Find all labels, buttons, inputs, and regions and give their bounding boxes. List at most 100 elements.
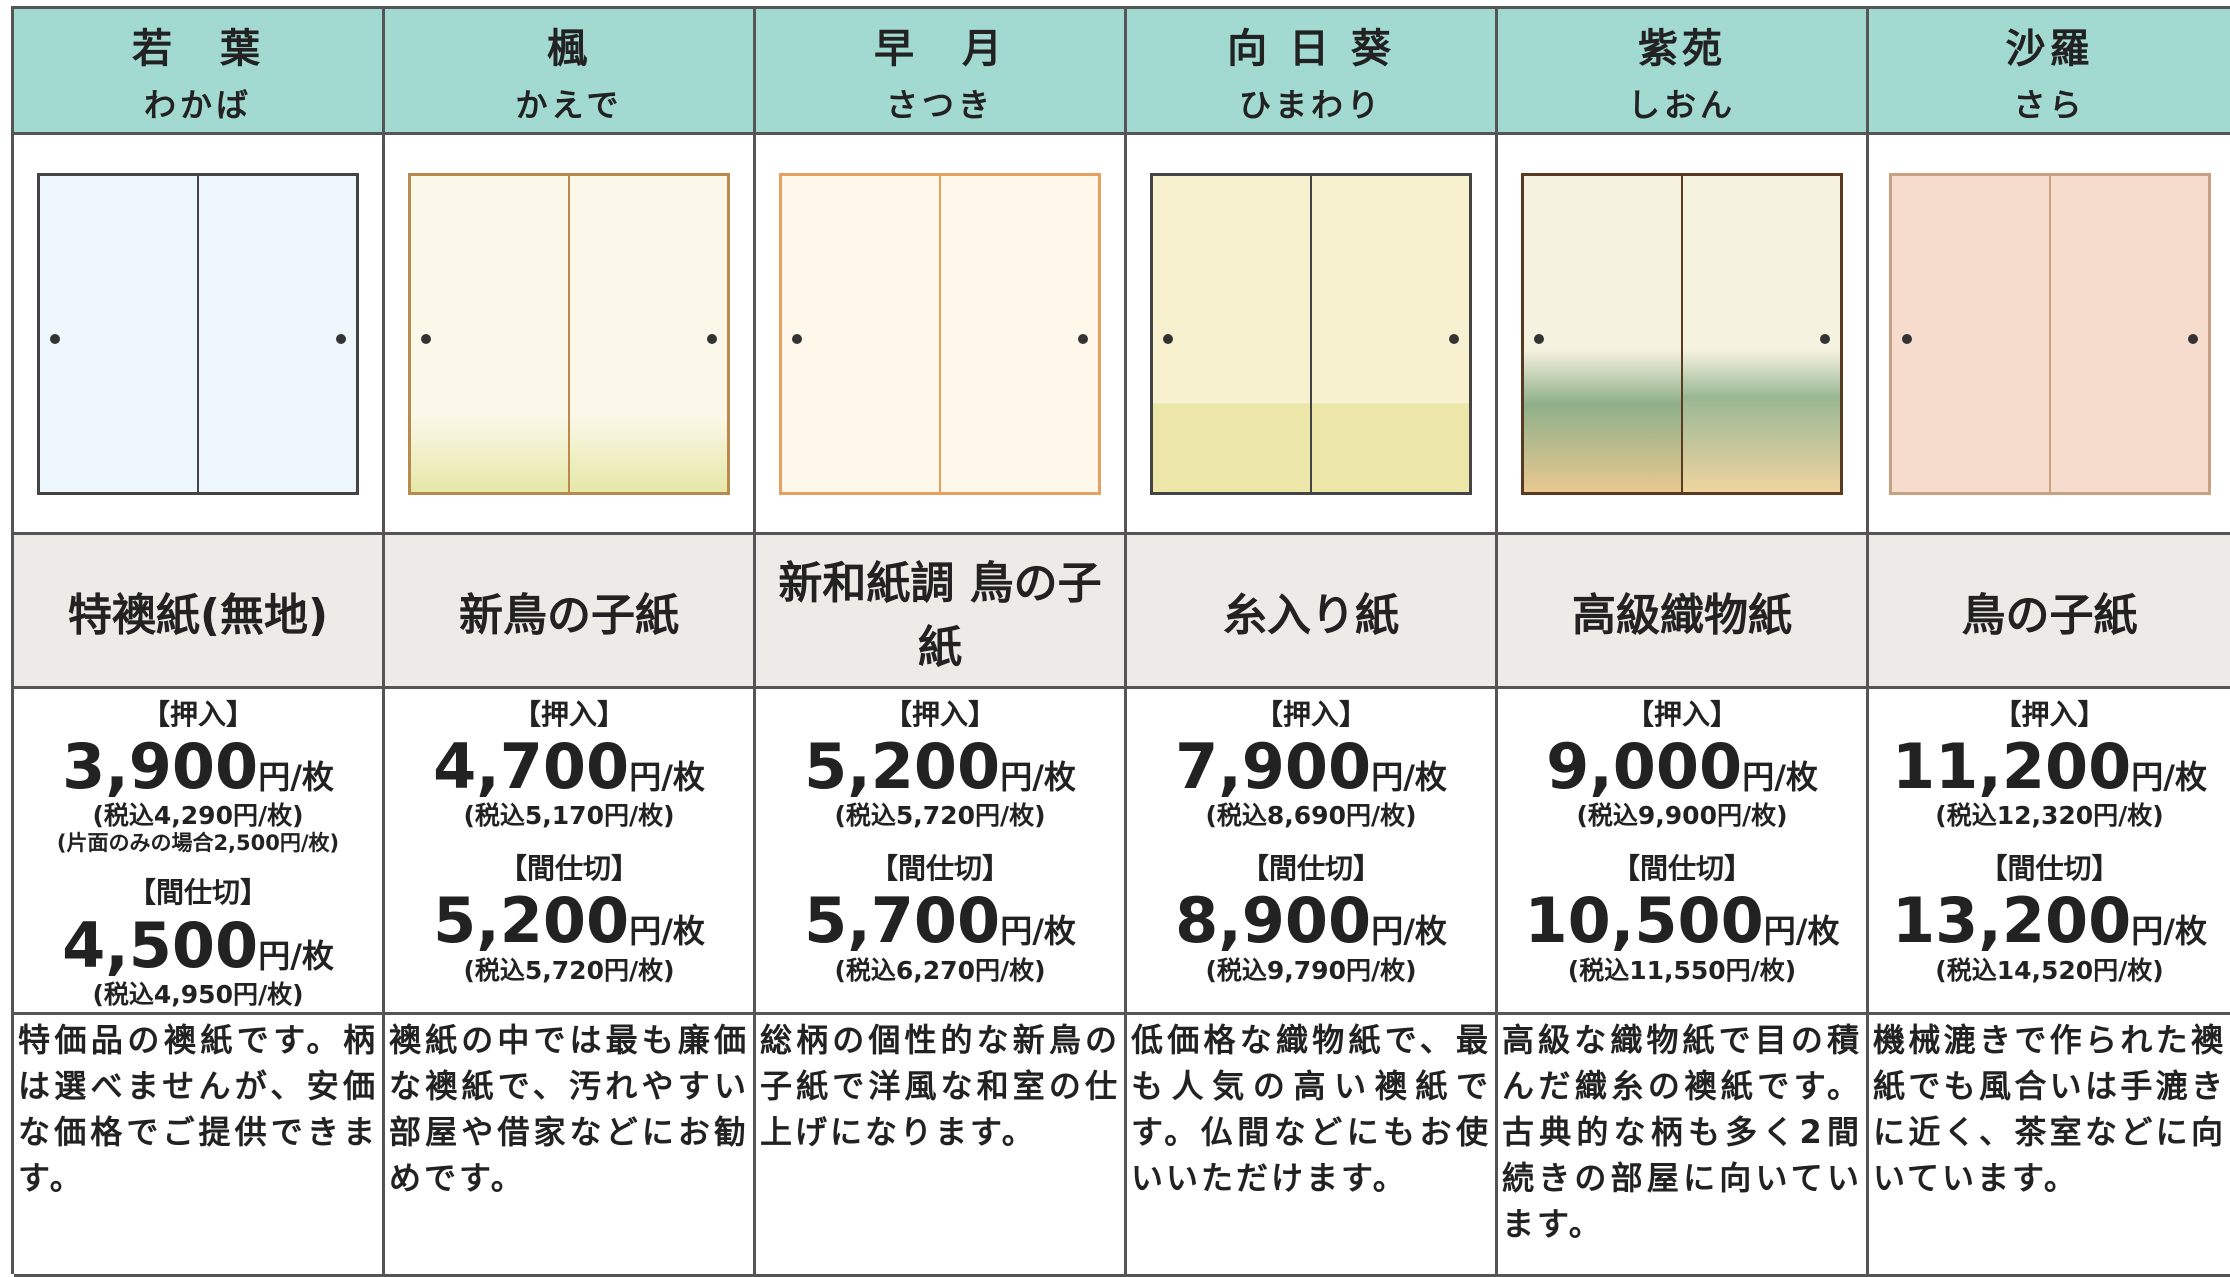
price-unit: 円/枚 <box>1371 912 1447 951</box>
image-cell <box>1498 135 1869 535</box>
price-unit: 円/枚 <box>1371 758 1447 797</box>
header-cell: 楓かえで <box>385 9 756 135</box>
fusuma-panel <box>1311 174 1470 493</box>
description: 機械漉きで作られた襖紙でも風合いは手漉きに近く、茶室などに向いています。 <box>1869 1015 2230 1277</box>
price-unit: 円/枚 <box>629 912 705 951</box>
description: 特価品の襖紙です。柄は選べませんが、安価な価格でご提供できます。 <box>14 1015 385 1277</box>
price: 10,500 <box>1524 884 1764 958</box>
price-label: 【間仕切】 <box>127 876 268 910</box>
fusuma-panel <box>569 174 728 493</box>
image-cell <box>756 135 1127 535</box>
price: 5,200 <box>433 884 630 958</box>
fusuma-image <box>1888 172 2211 495</box>
price-label: 【間仕切】 <box>1611 852 1752 886</box>
fusuma-panel <box>781 174 940 493</box>
price-block: 【押入】 4,700円/枚 (税込5,170円/枚) <box>385 698 753 831</box>
price-block: 【押入】 3,900円/枚 (税込4,290円/枚) (片面のみの場合2,500円/枚… <box>14 698 382 855</box>
price-line: 5,200円/枚 <box>756 731 1124 802</box>
price-block: 【押入】 7,900円/枚 (税込8,690円/枚) <box>1127 698 1495 831</box>
product-name: 紫苑 <box>1638 25 1726 72</box>
image-cell <box>14 135 385 535</box>
price-unit: 円/枚 <box>2131 758 2207 797</box>
price: 4,500 <box>62 908 259 982</box>
paper-name: 糸入り紙 <box>1223 589 1399 641</box>
price: 5,200 <box>804 730 1001 804</box>
price: 11,200 <box>1892 730 2132 804</box>
price-tax: (税込4,290円/枚) <box>92 801 304 831</box>
product-name: 沙羅 <box>2005 25 2094 72</box>
paper-name: 特襖紙(無地) <box>67 589 329 641</box>
price-unit: 円/枚 <box>1000 912 1076 951</box>
price: 8,900 <box>1175 884 1372 958</box>
description: 総柄の個性的な新鳥の子紙で洋風な和室の仕上げになります。 <box>756 1015 1127 1277</box>
fusuma-image <box>37 172 359 495</box>
fusuma-panel <box>1523 174 1682 493</box>
price-tax: (税込9,790円/枚) <box>1205 955 1417 985</box>
price-block: 【間仕切】 10,500円/枚 (税込11,550円/枚) <box>1498 853 1866 985</box>
price-tax: (税込11,550円/枚) <box>1567 955 1797 985</box>
price: 3,900 <box>62 730 259 804</box>
fusuma-panel <box>940 174 1099 493</box>
product-reading: ひまわり <box>1238 85 1383 124</box>
price-unit: 円/枚 <box>258 758 334 797</box>
product-reading: わかば <box>143 85 252 124</box>
fusuma-image <box>1150 172 1472 495</box>
header-cell: 向 日 葵ひまわり <box>1127 9 1498 135</box>
price-label: 【間仕切】 <box>869 852 1010 886</box>
price-cell: 【押入】 4,700円/枚 (税込5,170円/枚) 【間仕切】 5,200円/枚 (税込… <box>385 689 756 1015</box>
fusuma-image <box>408 172 730 495</box>
price: 7,900 <box>1175 730 1372 804</box>
price-table: 若 葉わかば楓かえで早 月さつき向 日 葵ひまわり 紫苑 しおん 沙羅 さら 特襖紙(無地… <box>11 6 2230 1277</box>
price-cell: 【押入】 11,200円/枚 (税込12,320円/枚) 【間仕切】 13,200円/枚… <box>1869 689 2230 1015</box>
price-label: 【押入】 <box>883 698 996 731</box>
price-line: 9,000円/枚 <box>1498 731 1866 802</box>
paper-type: 特襖紙(無地) <box>14 535 385 689</box>
price-label: 【間仕切】 <box>1979 852 2120 886</box>
fusuma-image <box>1521 172 1843 495</box>
image-cell <box>1127 135 1498 535</box>
price-line: 5,700円/枚 <box>756 885 1124 956</box>
price: 9,000 <box>1546 730 1743 804</box>
price-unit: 円/枚 <box>1763 912 1840 951</box>
price-line: 3,900円/枚 <box>14 731 382 802</box>
fusuma-panel <box>2049 174 2209 493</box>
paper-type: 糸入り紙 <box>1127 535 1498 689</box>
price-tax: (税込4,950円/枚) <box>92 979 304 1009</box>
header-cell: 若 葉わかば <box>14 9 385 135</box>
description: 襖紙の中では最も廉価な襖紙で、汚れやすい部屋や借家などにお勧めです。 <box>385 1015 756 1277</box>
price-block: 【間仕切】 5,700円/枚 (税込6,270円/枚) <box>756 853 1124 985</box>
price-tax: (税込5,720円/枚) <box>834 801 1046 831</box>
image-cell <box>1869 135 2230 535</box>
product-name: 楓 <box>547 25 591 72</box>
fusuma-panel <box>1682 174 1841 493</box>
price-line: 7,900円/枚 <box>1127 731 1495 802</box>
header-cell: 紫苑 しおん <box>1498 9 1869 135</box>
price-unit: 円/枚 <box>1742 758 1818 797</box>
price-label: 【間仕切】 <box>498 852 639 886</box>
price-line: 8,900円/枚 <box>1127 885 1495 956</box>
price-tax: (税込5,720円/枚) <box>463 955 675 985</box>
price-block: 【押入】 5,200円/枚 (税込5,720円/枚) <box>756 698 1124 831</box>
price-line: 5,200円/枚 <box>385 885 753 956</box>
price-block: 【間仕切】 13,200円/枚 (税込14,520円/枚) <box>1869 853 2230 985</box>
price: 13,200 <box>1892 884 2132 958</box>
price-label: 【間仕切】 <box>1240 852 1381 886</box>
price-tax: (税込9,900円/枚) <box>1576 801 1788 831</box>
description: 高級な織物紙で目の積んだ織糸の襖紙です。古典的な柄も多く2間続きの部屋に向いてい… <box>1498 1015 1869 1277</box>
price-unit: 円/枚 <box>258 936 334 975</box>
price-block: 【間仕切】 5,200円/枚 (税込5,720円/枚) <box>385 853 753 985</box>
price-block: 【間仕切】 4,500円/枚 (税込4,950円/枚) <box>14 877 382 1009</box>
price-tax: (税込5,170円/枚) <box>463 801 675 831</box>
price-cell: 【押入】 3,900円/枚 (税込4,290円/枚) (片面のみの場合2,500円/枚… <box>14 689 385 1015</box>
header-cell: 早 月さつき <box>756 9 1127 135</box>
price-line: 11,200円/枚 <box>1869 731 2230 802</box>
fusuma-panel <box>1890 174 2050 493</box>
paper-name: 新和紙調 鳥の子紙 <box>778 557 1102 673</box>
paper-name: 新鳥の子紙 <box>459 589 679 641</box>
price-unit: 円/枚 <box>2131 912 2207 951</box>
price-tax: (税込6,270円/枚) <box>834 955 1046 985</box>
price-label: 【押入】 <box>141 698 254 731</box>
price-line: 10,500円/枚 <box>1498 885 1866 956</box>
price-block: 【押入】 9,000円/枚 (税込9,900円/枚) <box>1498 698 1866 831</box>
